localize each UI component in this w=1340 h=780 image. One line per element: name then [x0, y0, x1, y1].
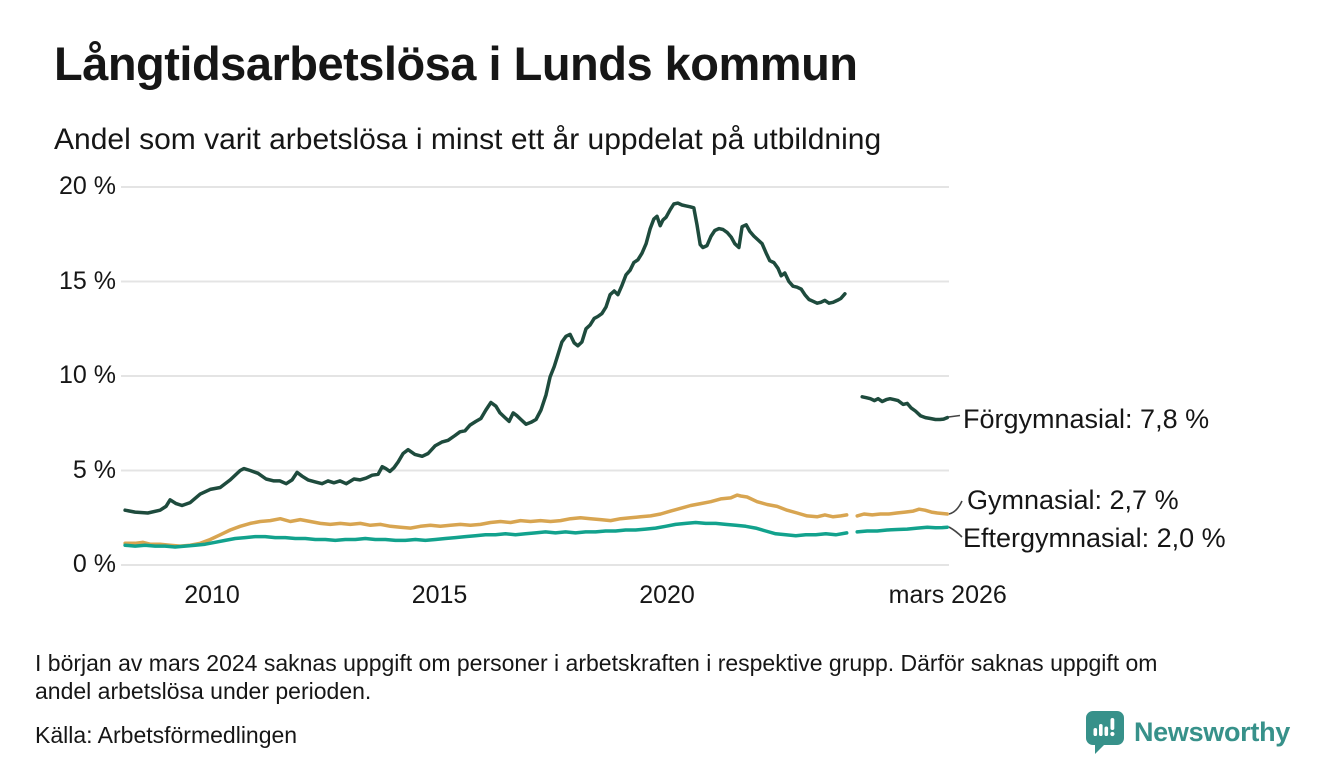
series-line-eftergymnasial [855, 525, 950, 534]
series-line-gymnasial [855, 507, 950, 518]
y-axis-tick-label: 10 % [59, 361, 116, 389]
label-connector-forgymnasial [948, 414, 961, 418]
label-connector-eftergymnasial [948, 526, 963, 538]
x-axis-tick-label: 2010 [184, 581, 240, 609]
newsworthy-logo: Newsworthy [1085, 710, 1290, 754]
source-text: Källa: Arbetsförmedlingen [35, 722, 298, 748]
x-axis-tick-label: mars 2026 [888, 581, 1007, 609]
y-axis-tick-label: 0 % [72, 550, 116, 578]
series-label-eftergymnasial: Eftergymnasial: 2,0 % [963, 523, 1226, 553]
footnote: I början av mars 2024 saknas uppgift om … [35, 649, 1157, 705]
series-label-forgymnasial: Förgymnasial: 7,8 % [963, 404, 1210, 434]
series-label-gymnasial: Gymnasial: 2,7 % [967, 485, 1179, 515]
newsworthy-logo-icon [1085, 711, 1124, 754]
footnote-line-1: I början av mars 2024 saknas uppgift om … [35, 650, 1158, 676]
series-line-eftergymnasial [123, 520, 849, 549]
page-title: Långtidsarbetslösa i Lunds kommun [54, 37, 858, 90]
y-axis-tick-label: 20 % [59, 172, 116, 200]
footnote-line-2: andel arbetslösa under perioden. [35, 678, 372, 704]
series-line-gymnasial [123, 493, 849, 548]
bar-chart-glyph [1093, 718, 1115, 737]
exclamation-bar [1110, 718, 1115, 730]
exclamation-dot [1110, 731, 1115, 737]
newsworthy-logo-text: Newsworthy [1133, 716, 1290, 747]
series-line-förgymnasial [123, 201, 847, 515]
y-axis-tick-label: 15 % [59, 266, 116, 295]
y-axis-tick-label: 5 % [72, 455, 116, 484]
label-connector-gymnasial [948, 500, 963, 515]
chart-subtitle: Andel som varit arbetslösa i minst ett å… [54, 123, 882, 156]
x-axis-tick-label: 2015 [411, 581, 468, 609]
x-axis-tick-label: 2020 [639, 581, 695, 609]
series-line-förgymnasial [860, 395, 950, 422]
